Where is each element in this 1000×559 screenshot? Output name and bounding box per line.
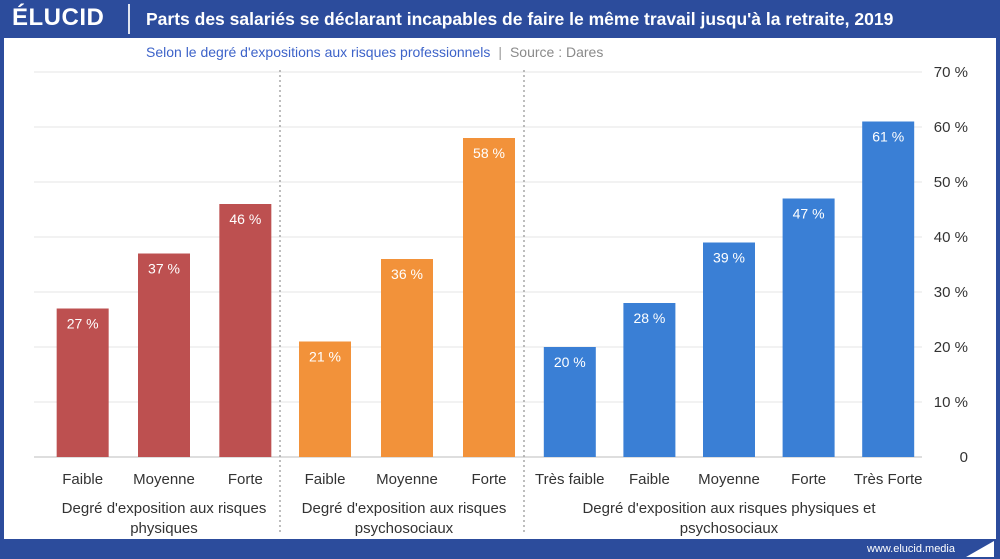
x-category-label: Très faible [535,471,604,488]
x-category-label: Faible [62,471,103,488]
group-label: Degré d'exposition aux risques physiques… [582,500,876,517]
bar-value-label: 21 % [309,349,341,365]
group-label: physiques [130,520,198,537]
bar-value-label: 28 % [633,310,665,326]
subtitle-separator: | [498,44,502,60]
bar-value-label: 61 % [872,129,904,145]
bar [703,242,755,457]
bar [543,347,596,457]
bar-value-label: 46 % [229,211,261,227]
bar [219,204,272,457]
chart-source: Source : Dares [509,44,604,60]
bar-value-label: 20 % [554,354,586,370]
y-tick-label: 20 % [934,339,968,356]
x-category-label: Forte [228,471,263,488]
x-category-label: Moyenne [376,471,438,488]
y-tick-label: 0 [960,449,968,466]
y-tick-label: 40 % [934,229,968,246]
bar-value-label: 58 % [473,145,505,161]
x-category-label: Faible [305,471,346,488]
y-tick-label: 50 % [934,174,968,191]
x-category-label: Moyenne [698,471,760,488]
header-divider [128,4,130,34]
y-tick-label: 10 % [934,394,968,411]
y-tick-label: 30 % [934,284,968,301]
group-label: psychosociaux [355,520,454,537]
x-category-label: Faible [629,471,670,488]
elucid-logo: ÉLUCID [12,4,105,31]
right-border [996,38,1000,539]
bar-value-label: 39 % [713,250,745,266]
group-label: Degré d'exposition aux risques [302,500,507,517]
bar [138,253,190,457]
y-tick-label: 60 % [934,119,968,136]
x-category-label: Moyenne [133,471,195,488]
chart-subtitle: Selon le degré d'expositions aux risques… [146,44,491,60]
group-label: Degré d'exposition aux risques [62,500,267,517]
group-label: psychosociaux [680,520,779,537]
bar-value-label: 47 % [793,206,825,222]
bar-value-label: 36 % [391,266,423,282]
bar-value-label: 37 % [148,261,180,277]
bar [299,341,351,457]
bar [463,138,515,457]
footer-bar: www.elucid.media [0,539,1000,559]
bar-value-label: 27 % [67,316,99,332]
x-category-label: Forte [471,471,506,488]
footer-triangle-icon [966,541,994,557]
bar [56,308,109,457]
chart-title: Parts des salariés se déclarant incapabl… [146,9,894,29]
x-category-label: Très Forte [854,471,923,488]
y-tick-label: 70 % [934,64,968,81]
bar [623,303,676,457]
footer-site-link[interactable]: www.elucid.media [866,543,955,555]
bar [862,121,915,457]
header-bar: ÉLUCID Parts des salariés se déclarant i… [0,0,1000,38]
left-border [0,38,4,539]
x-category-label: Forte [791,471,826,488]
bar [782,198,835,457]
subtitle-row: Selon le degré d'expositions aux risques… [146,43,603,61]
bar [381,259,433,457]
